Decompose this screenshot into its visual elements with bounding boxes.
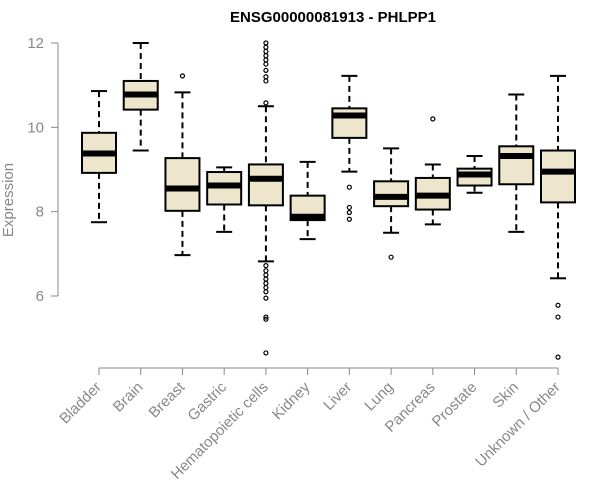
y-tick-label: 10 [27,119,44,136]
outlier-point [263,40,269,46]
outlier-point [346,209,352,216]
outlier-point [263,48,269,55]
outlier-point [263,100,269,106]
outlier-point [388,254,394,260]
iqr-box [540,149,576,204]
outlier-point [346,216,352,222]
outlier-point [263,53,269,59]
outlier-point [346,204,352,211]
iqr-box [373,180,410,208]
outlier-point [263,57,269,63]
x-category-label: Breast [146,378,189,421]
outlier-point [263,284,269,291]
box-group [164,73,201,257]
box-group [122,42,159,152]
iqr-box [498,145,535,186]
outlier-point [263,276,269,282]
x-category-label: Skin [489,379,522,412]
x-category-label: Kidney [269,378,314,423]
outlier-point [263,268,269,274]
outlier-point [555,354,561,360]
box-group [206,166,243,233]
outlier-point [263,61,269,67]
box-group [331,74,368,222]
y-tick-label: 8 [36,204,44,221]
box-group [456,155,493,194]
outlier-point [263,289,269,295]
outlier-point [263,272,269,278]
outlier-point [263,263,269,269]
outlier-point [430,116,436,122]
box-group [289,160,326,241]
outlier-point [263,67,269,74]
outlier-point [555,302,561,308]
chart-title: ENSG00000081913 - PHLPP1 [230,9,436,26]
outlier-point [263,350,269,356]
outlier-point [263,316,269,322]
x-category-label: Brain [110,379,147,416]
y-axis-label: Expression [0,163,17,237]
box-group [247,40,284,356]
outlier-point [263,74,269,80]
x-category-label: Bladder [56,379,105,428]
box-group [414,116,451,226]
y-tick-label: 12 [27,35,44,52]
box-series [81,40,576,360]
y-axis-ticks: 6 8 10 12 [27,35,58,305]
outlier-point [263,280,269,286]
box-group [81,90,117,224]
box-group [540,74,576,360]
box-group [373,147,410,260]
outlier-point [346,184,352,190]
outlier-point [263,314,269,320]
y-tick-label: 6 [36,288,44,305]
outlier-point [263,78,269,84]
iqr-box [247,163,284,207]
x-category-label: Liver [320,379,355,414]
box-group [498,93,535,233]
iqr-box [164,157,201,212]
x-category-label: Lung [361,379,397,415]
outlier-point [263,295,269,301]
outlier-point [555,314,561,320]
outlier-point [179,73,186,79]
outlier-point [263,44,269,50]
x-category-label: Prostate [429,379,481,431]
